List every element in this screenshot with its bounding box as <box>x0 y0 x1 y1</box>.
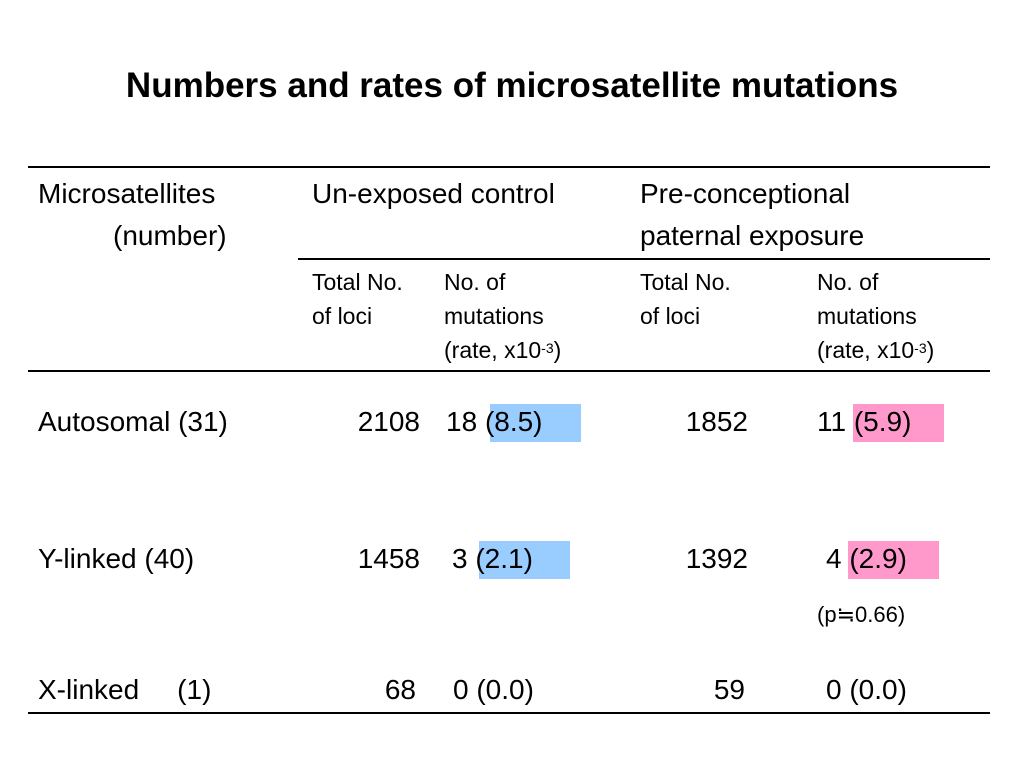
control-rate-highlight-ylinked <box>479 541 570 579</box>
row-label-autosomal: Autosomal (31) <box>38 406 228 437</box>
table-top-rule <box>28 166 990 168</box>
subheader-control-mutations: No. of mutations (rate, x10-3) <box>444 269 562 363</box>
p-value-note: (p≒0.66) <box>817 602 906 627</box>
cell-exposure-mutations-autosomal: 11 (5.9) <box>817 406 912 437</box>
header-bottom-rule <box>28 370 990 372</box>
approx-equal-symbol: ≒ <box>836 602 856 627</box>
exposure-rate-highlight-autosomal <box>853 404 944 442</box>
header-exposure-line2: paternal exposure <box>640 220 865 251</box>
header-exposure-line1: Pre-conceptional <box>640 178 851 209</box>
cell-control-mutations-autosomal: 18 (8.5) <box>446 406 543 437</box>
page-title: Numbers and rates of microsatellite muta… <box>125 66 899 105</box>
cell-control-total-xlinked: 68 <box>384 674 416 705</box>
cell-exposure-mutations-xlinked: 0 (0.0) <box>826 674 907 705</box>
subheader-exposure-mutations: No. of mutations (rate, x10-3) <box>817 269 935 363</box>
cell-exposure-total-xlinked: 59 <box>713 674 745 705</box>
cell-exposure-mutations-ylinked: 4 (2.9) <box>826 543 907 574</box>
table-bottom-rule <box>28 712 990 714</box>
cell-control-mutations-xlinked: 0 (0.0) <box>453 674 534 705</box>
header-group-rule <box>298 258 990 260</box>
cell-control-total-ylinked: 1458 <box>357 543 420 574</box>
cell-control-mutations-ylinked: 3 (2.1) <box>452 543 533 574</box>
header-unexposed-control: Un-exposed control <box>312 178 555 209</box>
control-rate-highlight-autosomal <box>490 404 581 442</box>
header-microsatellites: Microsatellites <box>38 178 216 209</box>
subheader-exposure-total: Total No. of loci <box>640 269 731 329</box>
header-microsatellites-number: (number) <box>113 220 227 251</box>
row-label-xlinked: X-linked (1) <box>38 674 212 705</box>
exposure-rate-highlight-ylinked <box>848 541 939 579</box>
cell-exposure-total-ylinked: 1392 <box>685 543 748 574</box>
subheader-control-total: Total No. of loci <box>312 269 403 329</box>
cell-exposure-total-autosomal: 1852 <box>685 406 748 437</box>
row-label-ylinked: Y-linked (40) <box>38 543 195 574</box>
cell-control-total-autosomal: 2108 <box>357 406 420 437</box>
